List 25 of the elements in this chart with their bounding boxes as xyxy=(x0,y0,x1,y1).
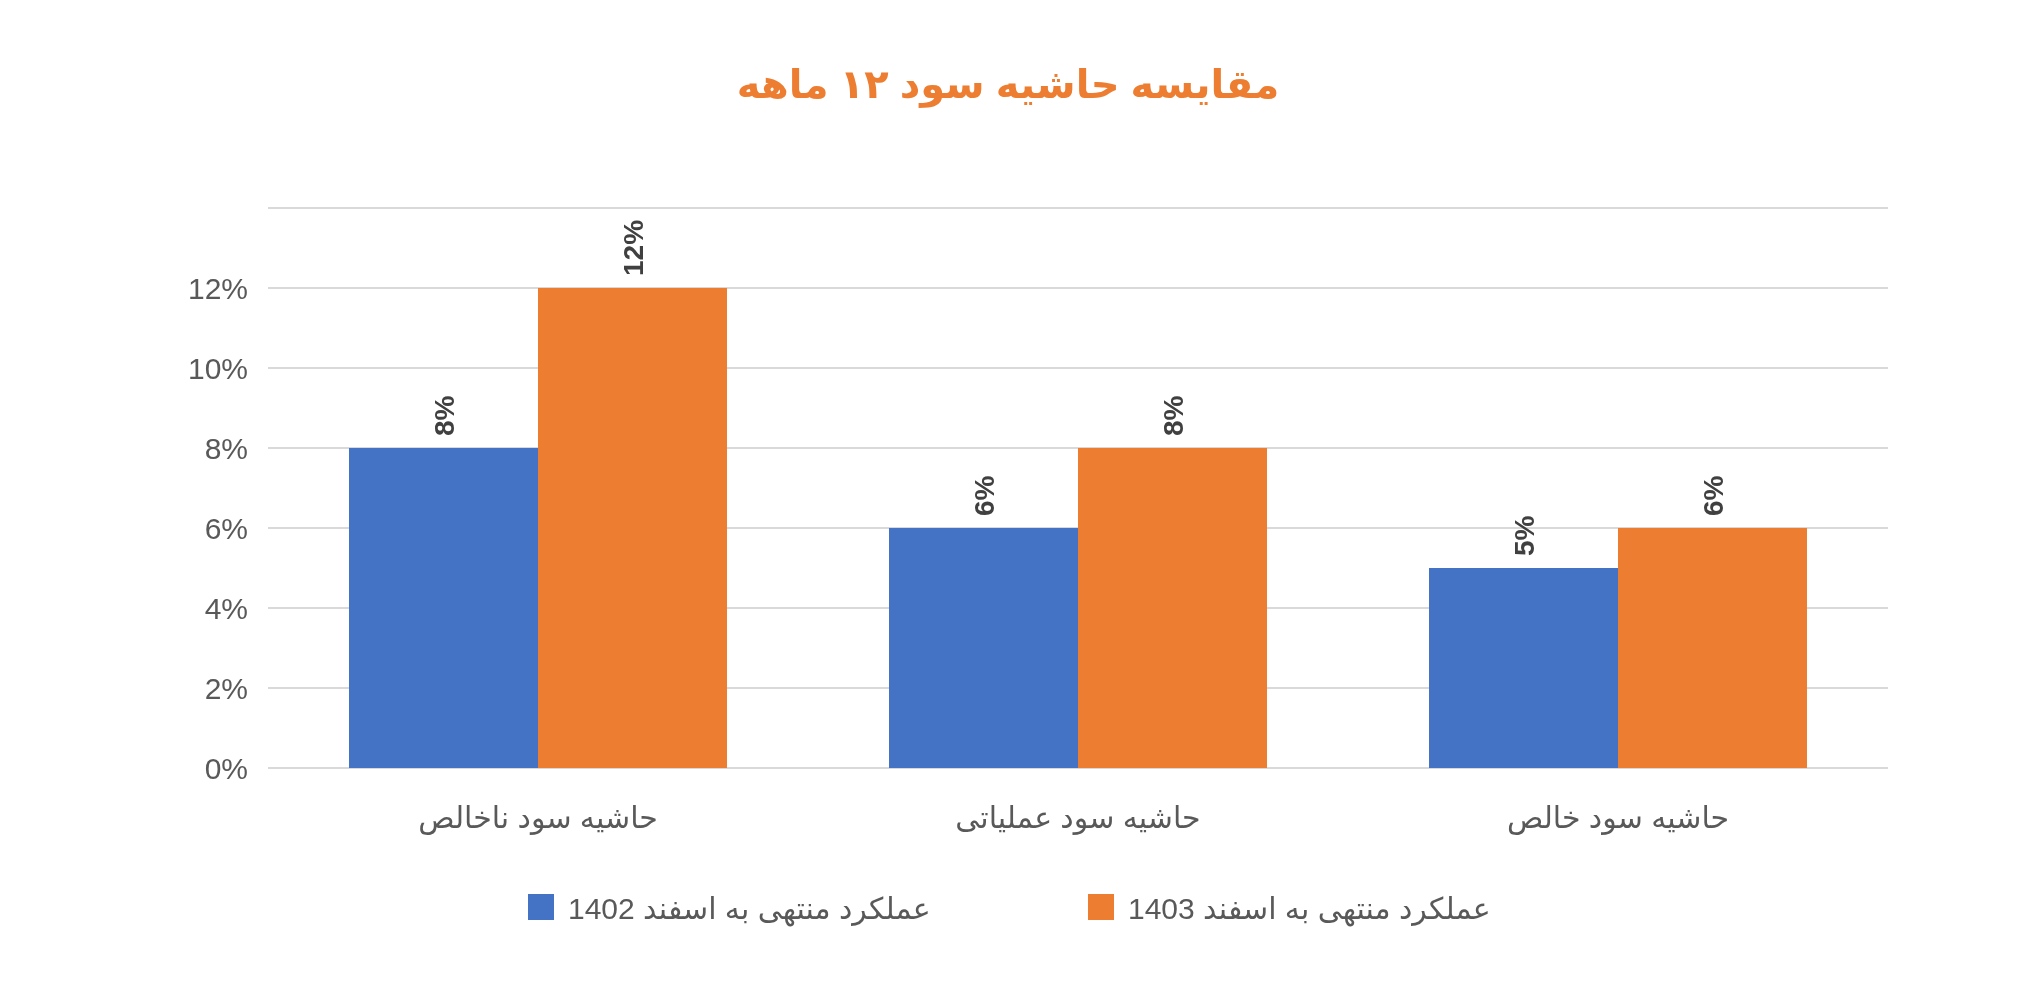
y-tick-label: 8% xyxy=(204,431,248,465)
data-label: 5% xyxy=(1508,515,1540,556)
legend-label: عملکرد منتهی به اسفند 1403 xyxy=(1128,891,1491,927)
x-tick-label: حاشیه سود عملیاتی xyxy=(955,801,1201,835)
y-tick-label: 12% xyxy=(187,271,248,305)
legend-label: عملکرد منتهی به اسفند 1402 xyxy=(568,891,931,927)
bar xyxy=(1618,528,1807,768)
y-tick-label: 4% xyxy=(204,591,248,625)
y-tick-label: 6% xyxy=(204,511,248,545)
bar xyxy=(889,528,1078,768)
bar xyxy=(349,448,538,768)
data-label: 8% xyxy=(428,395,460,436)
bar xyxy=(1078,448,1267,768)
data-label: 12% xyxy=(617,219,649,276)
bar xyxy=(1429,568,1618,768)
chart-title: مقایسه حاشیه سود ۱۲ ماهه xyxy=(736,62,1280,108)
y-tick-label: 0% xyxy=(204,751,248,785)
data-label: 8% xyxy=(1157,395,1189,436)
x-tick-label: حاشیه سود ناخالص xyxy=(418,801,658,835)
data-label: 6% xyxy=(968,475,1000,516)
bar xyxy=(538,288,727,768)
y-tick-label: 2% xyxy=(204,671,248,705)
data-label: 6% xyxy=(1697,475,1729,516)
x-tick-label: حاشیه سود خالص xyxy=(1506,801,1730,835)
y-tick-label: 10% xyxy=(187,351,248,385)
